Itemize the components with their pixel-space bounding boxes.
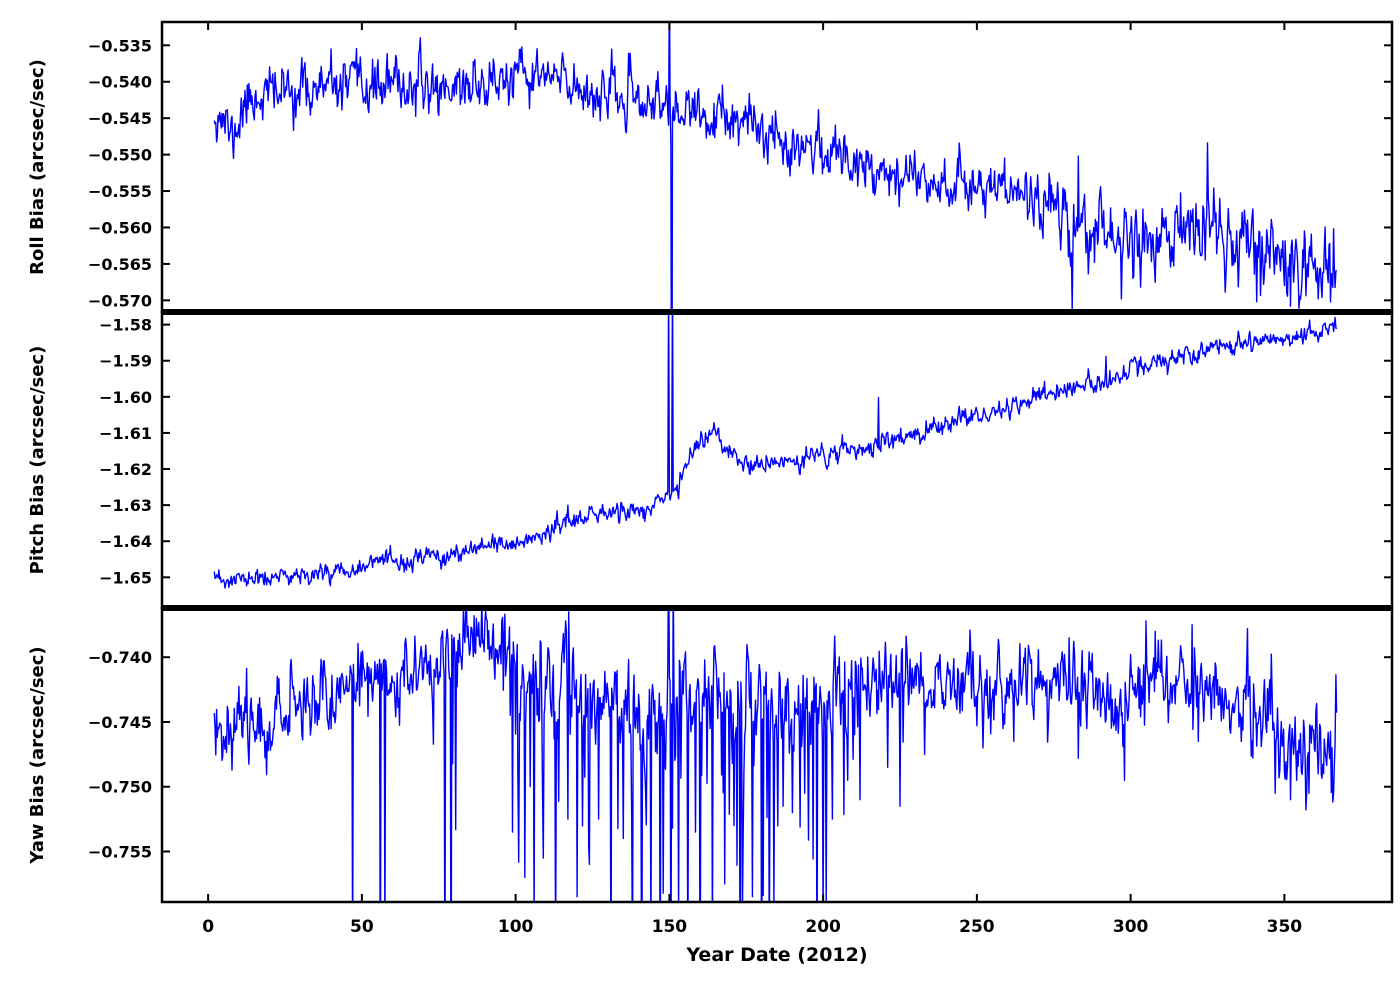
x-tick-label: 100 bbox=[498, 917, 534, 937]
y-tick-label: −0.745 bbox=[88, 713, 152, 732]
x-tick-label: 300 bbox=[1113, 917, 1149, 937]
y-tick-label: −1.65 bbox=[99, 568, 152, 587]
y-tick-label: −0.555 bbox=[88, 182, 152, 201]
roll-bias-line bbox=[213, 23, 1338, 311]
x-tick-label: 50 bbox=[350, 917, 374, 937]
y-tick-label: −1.59 bbox=[99, 352, 152, 371]
panel-1-axes: −0.535 −0.540 −0.545 −0.550 −0.555 −0.560 −0.5… bbox=[88, 20, 1394, 314]
y-tick-label: −0.755 bbox=[88, 842, 152, 861]
y-tick-label: −0.750 bbox=[88, 778, 152, 797]
y-tick-label: −1.64 bbox=[99, 532, 152, 551]
y-tick-label: −0.540 bbox=[88, 73, 152, 92]
y-tick-label: −1.60 bbox=[99, 388, 152, 407]
x-axis-label: Year Date (2012) bbox=[686, 944, 868, 966]
y-tick-label: −0.550 bbox=[88, 146, 152, 165]
panel-3-axes: −0.740 −0.745 −0.750 −0.755 0 50 100 150 200 250 3… bbox=[88, 606, 1394, 937]
pitch-bias-line bbox=[213, 313, 1338, 589]
x-tick-label: 0 bbox=[202, 917, 214, 937]
y-tick-label: −0.565 bbox=[88, 255, 152, 274]
y-tick-label: −0.740 bbox=[88, 648, 152, 667]
y-tick-label: −1.61 bbox=[99, 424, 152, 443]
y-tick-label: −1.63 bbox=[99, 496, 152, 515]
y-tick-label: −0.535 bbox=[88, 36, 152, 55]
x-tick-label: 250 bbox=[959, 917, 995, 937]
panel-2-frame bbox=[160, 310, 1394, 610]
y-tick-label: −1.58 bbox=[99, 316, 152, 335]
x-tick-label: 350 bbox=[1267, 917, 1303, 937]
x-tick-label: 150 bbox=[652, 917, 688, 937]
yaw-bias-line bbox=[213, 609, 1338, 901]
y-tick-label: −1.62 bbox=[99, 460, 152, 479]
y-tick-label: −0.570 bbox=[88, 291, 152, 310]
x-tick-label: 200 bbox=[805, 917, 841, 937]
y-tick-label: −0.560 bbox=[88, 218, 152, 237]
y-tick-label: −0.545 bbox=[88, 109, 152, 128]
